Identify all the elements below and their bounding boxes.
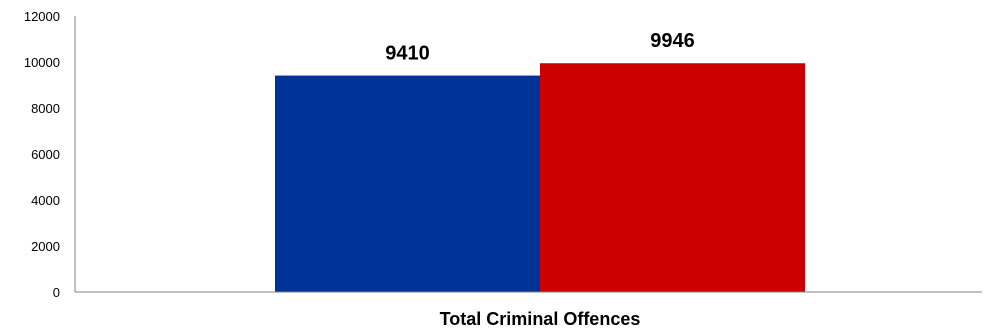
y-tick-label: 0 [53, 285, 60, 300]
category-label: Total Criminal Offences [440, 309, 641, 329]
y-tick-label: 2000 [31, 239, 60, 254]
y-tick-label: 10000 [24, 55, 60, 70]
bars [275, 63, 805, 292]
bar-series-1 [275, 75, 540, 292]
y-tick-label: 12000 [24, 9, 60, 24]
data-label-series-1: 9410 [385, 43, 430, 65]
y-tick-label: 8000 [31, 101, 60, 116]
data-labels: 9410 9946 [385, 30, 695, 64]
y-axis-ticks: 0 2000 4000 6000 8000 10000 12000 [24, 9, 60, 300]
data-label-series-2: 9946 [650, 30, 695, 52]
bar-series-2 [540, 63, 805, 292]
y-tick-label: 4000 [31, 193, 60, 208]
y-tick-label: 6000 [31, 147, 60, 162]
